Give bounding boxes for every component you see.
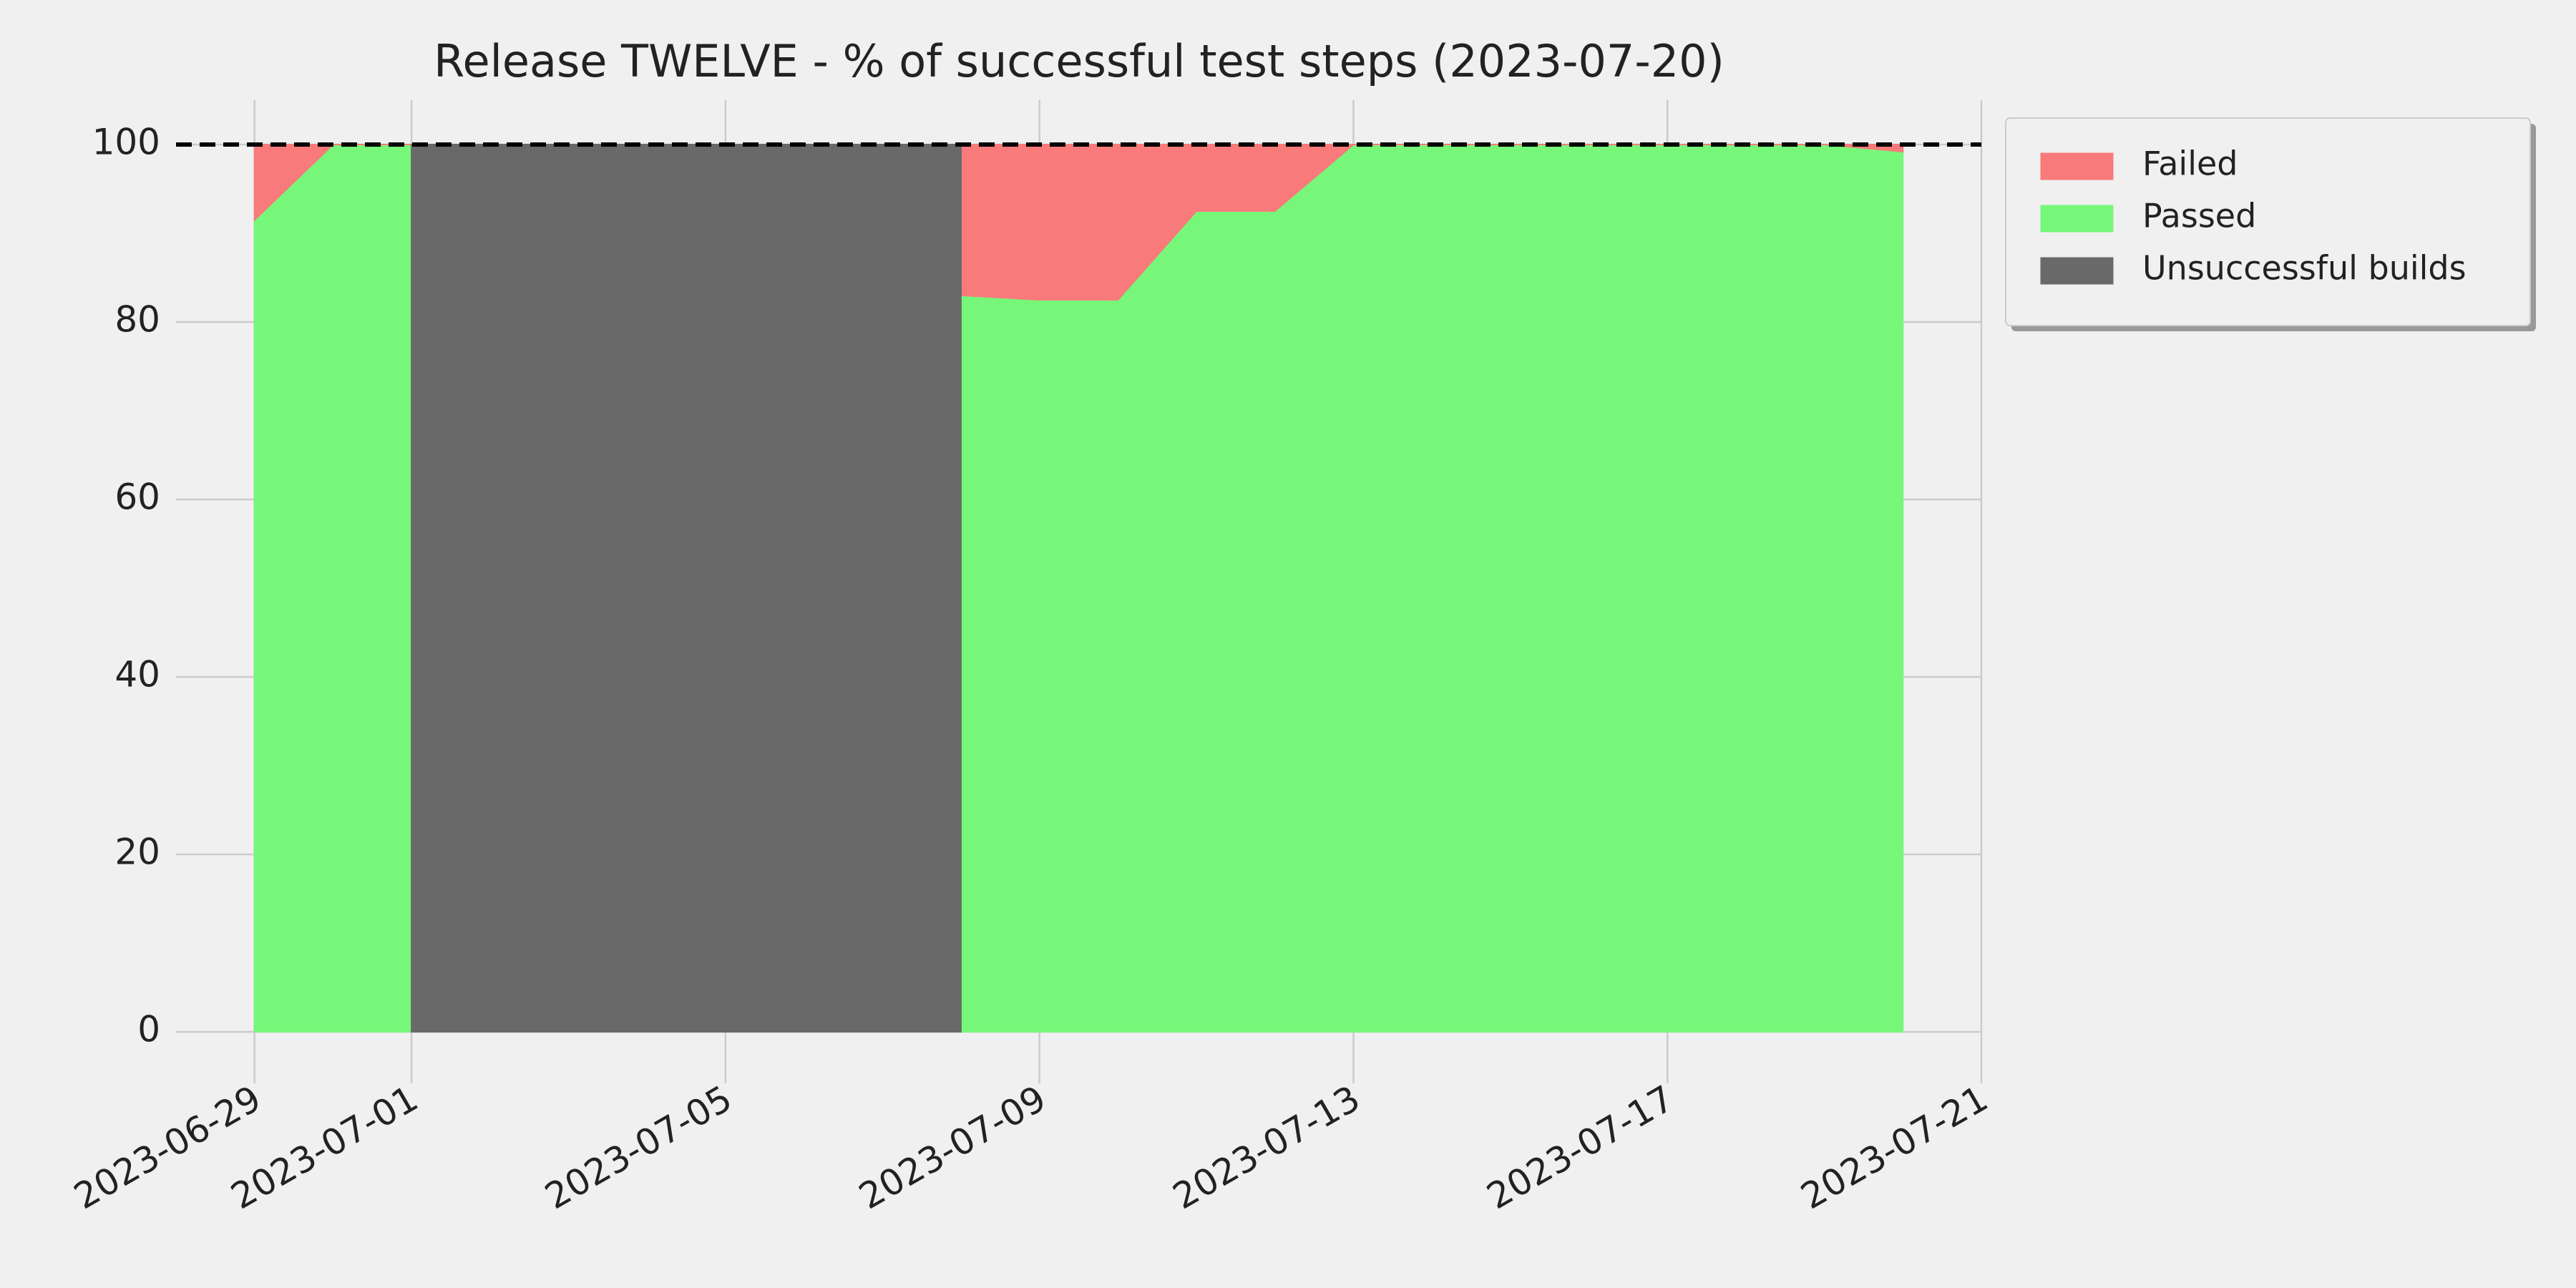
legend-swatch — [2040, 152, 2114, 180]
legend-box — [2005, 117, 2531, 326]
legend-swatch — [2040, 257, 2114, 285]
legend-label: Failed — [2142, 145, 2238, 183]
legend-label: Passed — [2142, 197, 2256, 235]
y-tick-label: 40 — [114, 654, 160, 696]
y-tick-label: 0 — [137, 1009, 160, 1050]
y-tick-label: 100 — [92, 122, 160, 163]
legend-swatch — [2040, 205, 2114, 233]
area-unsuccessful-builds — [411, 144, 962, 1033]
y-tick-label: 20 — [114, 831, 160, 873]
areas — [253, 144, 1904, 1033]
chart-title: Release TWELVE - % of successful test st… — [434, 35, 1724, 87]
area-passed — [253, 144, 413, 1033]
legend-label: Unsuccessful builds — [2142, 249, 2467, 288]
y-tick-label: 80 — [114, 299, 160, 341]
y-tick-label: 60 — [114, 477, 160, 518]
